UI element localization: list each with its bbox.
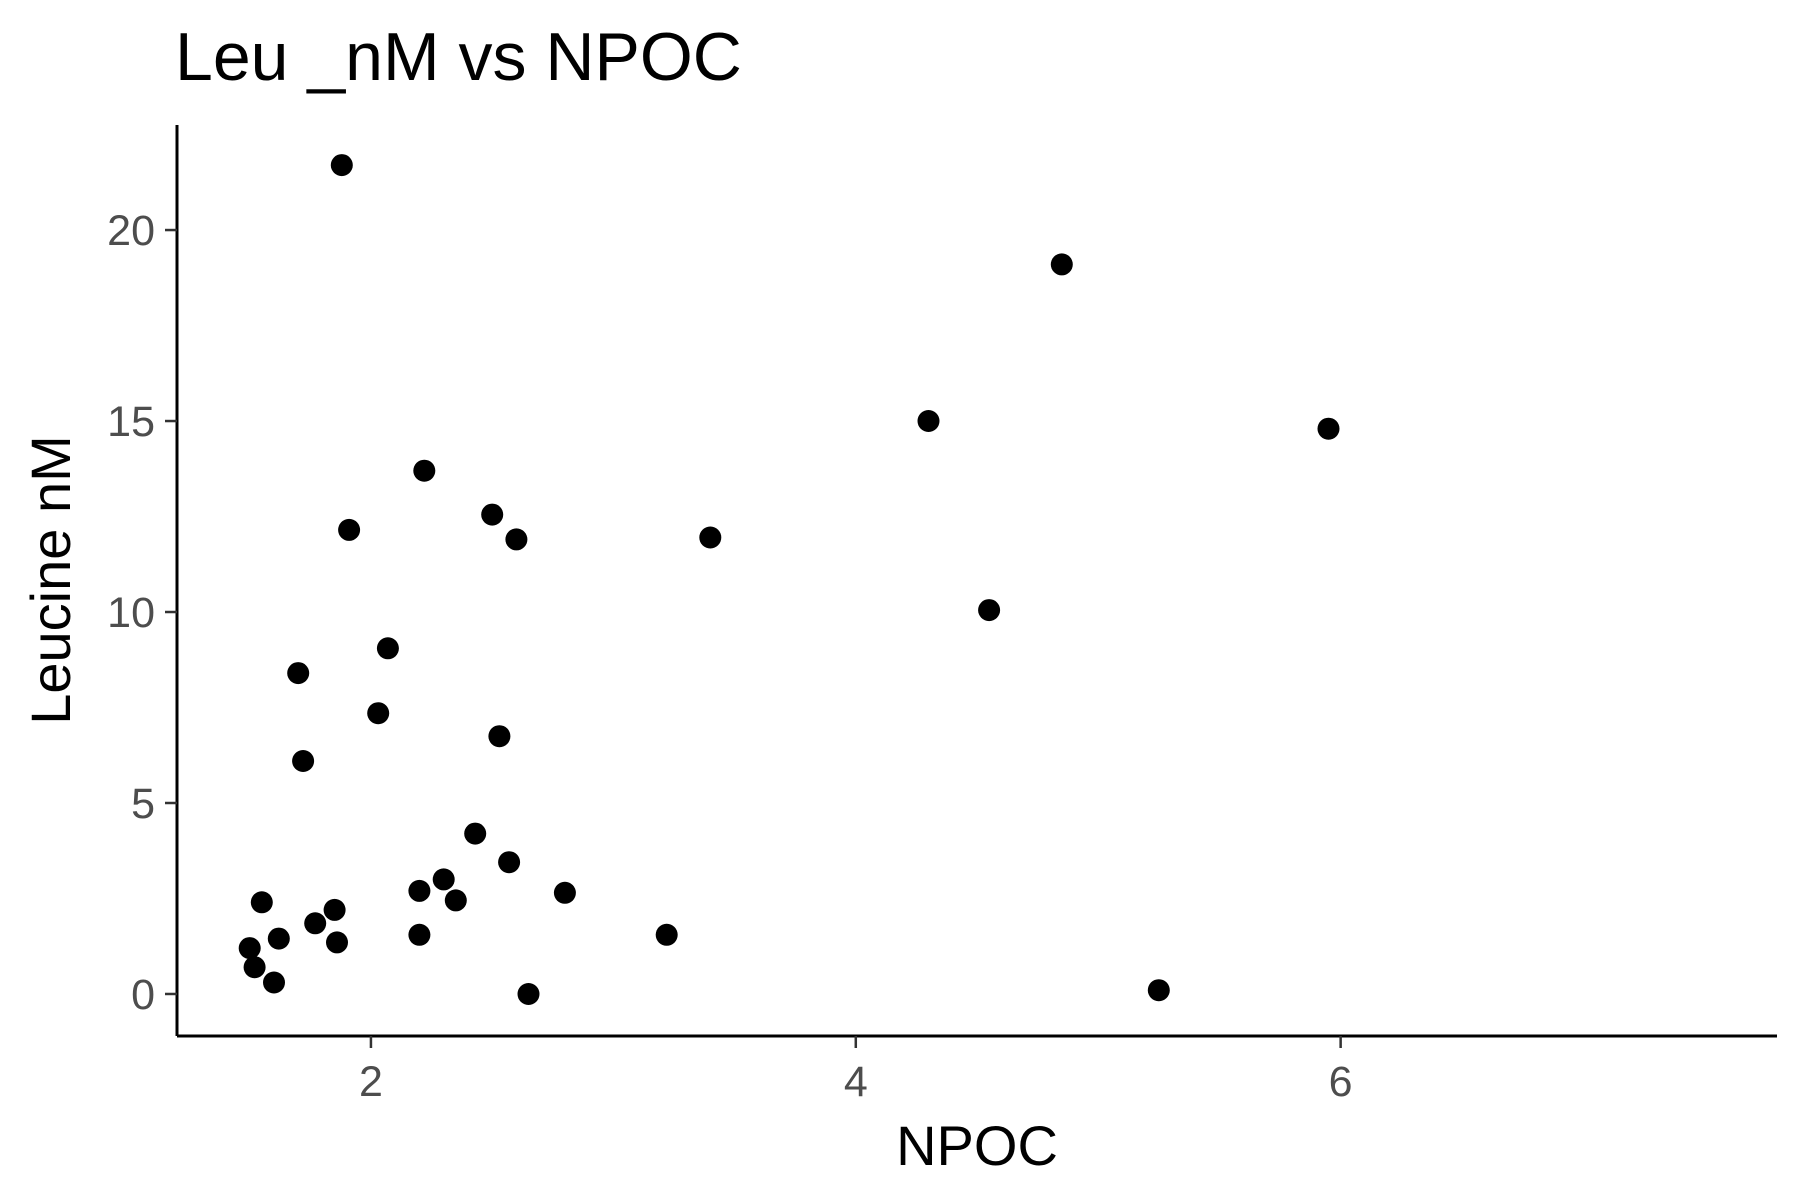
y-tick-label: 20	[107, 207, 155, 255]
data-point	[517, 983, 540, 1005]
data-point	[243, 956, 266, 979]
data-point	[323, 898, 346, 921]
y-axis-ticks: 0 5 10 15 20	[107, 207, 177, 1019]
data-point	[287, 662, 310, 685]
data-point	[413, 459, 436, 482]
data-point	[699, 526, 722, 549]
data-point	[304, 912, 327, 935]
y-tick-label: 0	[131, 971, 155, 1019]
data-point	[267, 927, 290, 950]
x-axis-label: NPOC	[896, 1114, 1058, 1177]
x-tick-label: 2	[359, 1058, 383, 1106]
chart-title: Leu _nM vs NPOC	[175, 19, 742, 95]
data-point	[917, 410, 940, 432]
data-point	[408, 923, 431, 946]
y-tick-label: 10	[107, 589, 155, 637]
data-point	[376, 637, 399, 660]
data-point	[553, 881, 576, 904]
data-point	[326, 931, 348, 954]
data-point	[1317, 417, 1340, 440]
data-point	[263, 971, 285, 994]
data-point	[505, 528, 528, 551]
data-point	[238, 937, 261, 960]
y-tick-label: 5	[131, 780, 155, 828]
data-point	[1050, 253, 1073, 276]
data-point	[978, 599, 1001, 622]
data-point	[250, 891, 273, 914]
data-point	[408, 879, 431, 902]
data-point	[481, 503, 504, 526]
data-point	[330, 154, 353, 177]
points-layer	[238, 154, 1340, 1005]
data-point	[464, 822, 487, 845]
y-axis-label: Leucine nM	[19, 435, 82, 725]
data-point	[488, 725, 511, 748]
data-point	[367, 702, 390, 725]
x-tick-label: 4	[844, 1058, 868, 1106]
data-point	[1147, 979, 1170, 1002]
data-point	[444, 889, 467, 912]
data-point	[498, 851, 521, 874]
x-axis-ticks: 2 4 6	[359, 1036, 1353, 1106]
data-point	[655, 923, 678, 946]
data-point	[338, 518, 361, 541]
data-point	[432, 868, 455, 891]
x-tick-label: 6	[1329, 1058, 1353, 1106]
y-tick-label: 15	[107, 398, 155, 446]
data-point	[292, 750, 315, 772]
